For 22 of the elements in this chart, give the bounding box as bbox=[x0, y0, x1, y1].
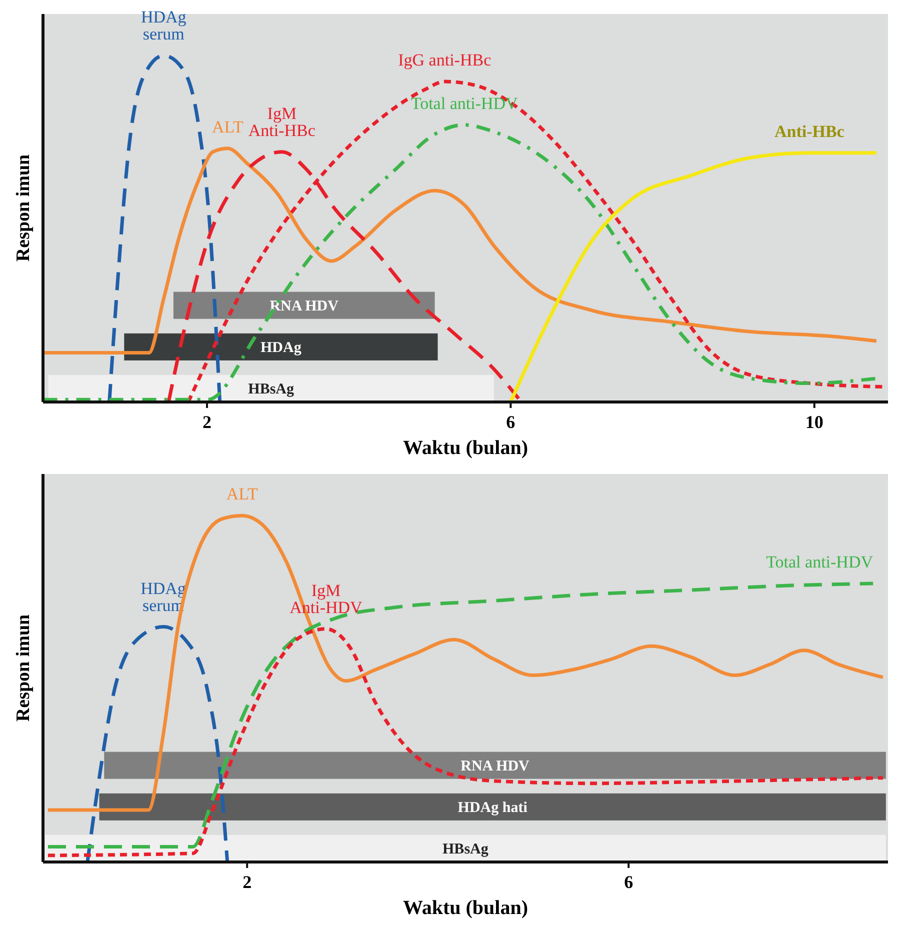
y-axis-title: Respon imun bbox=[13, 154, 34, 262]
band-label: HDAg hati bbox=[458, 800, 528, 816]
x-tick-label: 10 bbox=[805, 412, 824, 432]
series-label: Total anti-HDV bbox=[766, 552, 874, 572]
band-label: RNA HDV bbox=[460, 758, 530, 774]
series-label: ALT bbox=[212, 117, 244, 136]
x-tick-label: 2 bbox=[242, 872, 252, 892]
series-label: HDAg serum bbox=[140, 8, 187, 44]
band-label: HBsAg bbox=[248, 381, 295, 398]
x-axis-title: Waktu (bulan) bbox=[402, 437, 528, 459]
x-tick-label: 6 bbox=[624, 872, 634, 892]
x-axis-title: Waktu (bulan) bbox=[402, 897, 528, 919]
series-label: ALT bbox=[226, 484, 258, 504]
band-label: HDAg bbox=[260, 340, 302, 356]
band-label: RNA HDV bbox=[270, 298, 339, 314]
series-label: Anti-HBc bbox=[774, 122, 845, 141]
series-label: IgM Anti-HBc bbox=[248, 104, 316, 140]
series-label: IgG anti-HBc bbox=[398, 50, 492, 70]
x-tick-label: 6 bbox=[506, 412, 516, 432]
band-label: HBsAg bbox=[442, 841, 489, 858]
x-tick-label: 2 bbox=[202, 412, 212, 432]
y-axis-title: Respon imun bbox=[13, 614, 34, 722]
